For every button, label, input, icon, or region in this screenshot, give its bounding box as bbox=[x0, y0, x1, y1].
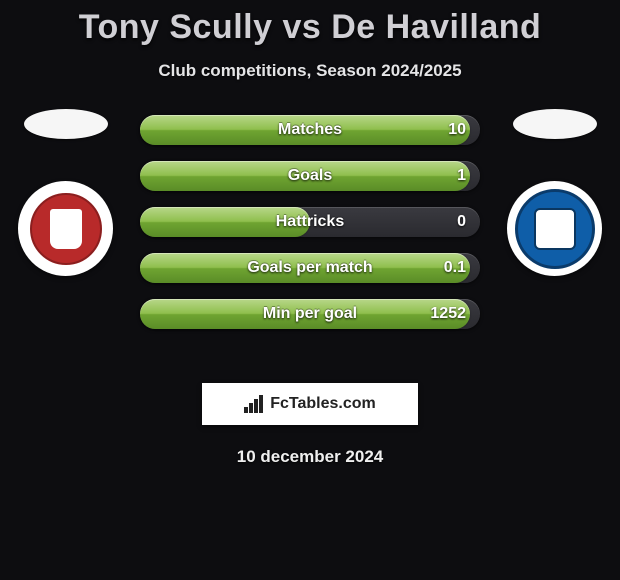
stat-row: Matches 10 bbox=[140, 115, 480, 145]
bar-chart-icon bbox=[244, 395, 264, 413]
club-badge-icon bbox=[27, 190, 105, 268]
brand-badge[interactable]: FcTables.com bbox=[202, 383, 418, 425]
left-club-badge bbox=[18, 181, 113, 276]
stat-value: 1252 bbox=[430, 299, 466, 329]
stat-row: Hattricks 0 bbox=[140, 207, 480, 237]
stat-row: Goals per match 0.1 bbox=[140, 253, 480, 283]
stat-row: Goals 1 bbox=[140, 161, 480, 191]
main-area: Matches 10 Goals 1 Hattricks 0 Goals per… bbox=[0, 109, 620, 379]
subtitle: Club competitions, Season 2024/2025 bbox=[0, 61, 620, 81]
stat-label: Matches bbox=[140, 121, 480, 139]
club-badge-icon bbox=[515, 189, 595, 269]
stat-label: Goals bbox=[140, 167, 480, 185]
player-face-placeholder bbox=[513, 109, 597, 139]
player-face-placeholder bbox=[24, 109, 108, 139]
page-title: Tony Scully vs De Havilland bbox=[0, 8, 620, 47]
right-club-badge bbox=[507, 181, 602, 276]
stat-value: 0.1 bbox=[444, 253, 466, 283]
stat-label: Hattricks bbox=[140, 213, 480, 231]
datestamp: 10 december 2024 bbox=[0, 447, 620, 467]
brand-text: FcTables.com bbox=[270, 395, 376, 413]
stat-label: Min per goal bbox=[140, 305, 480, 323]
stats-bars: Matches 10 Goals 1 Hattricks 0 Goals per… bbox=[140, 109, 480, 329]
stat-value: 10 bbox=[448, 115, 466, 145]
comparison-card: Tony Scully vs De Havilland Club competi… bbox=[0, 0, 620, 467]
left-player bbox=[18, 109, 113, 276]
stat-label: Goals per match bbox=[140, 259, 480, 277]
stat-value: 0 bbox=[457, 207, 466, 237]
stat-row: Min per goal 1252 bbox=[140, 299, 480, 329]
right-player bbox=[507, 109, 602, 276]
stat-value: 1 bbox=[457, 161, 466, 191]
